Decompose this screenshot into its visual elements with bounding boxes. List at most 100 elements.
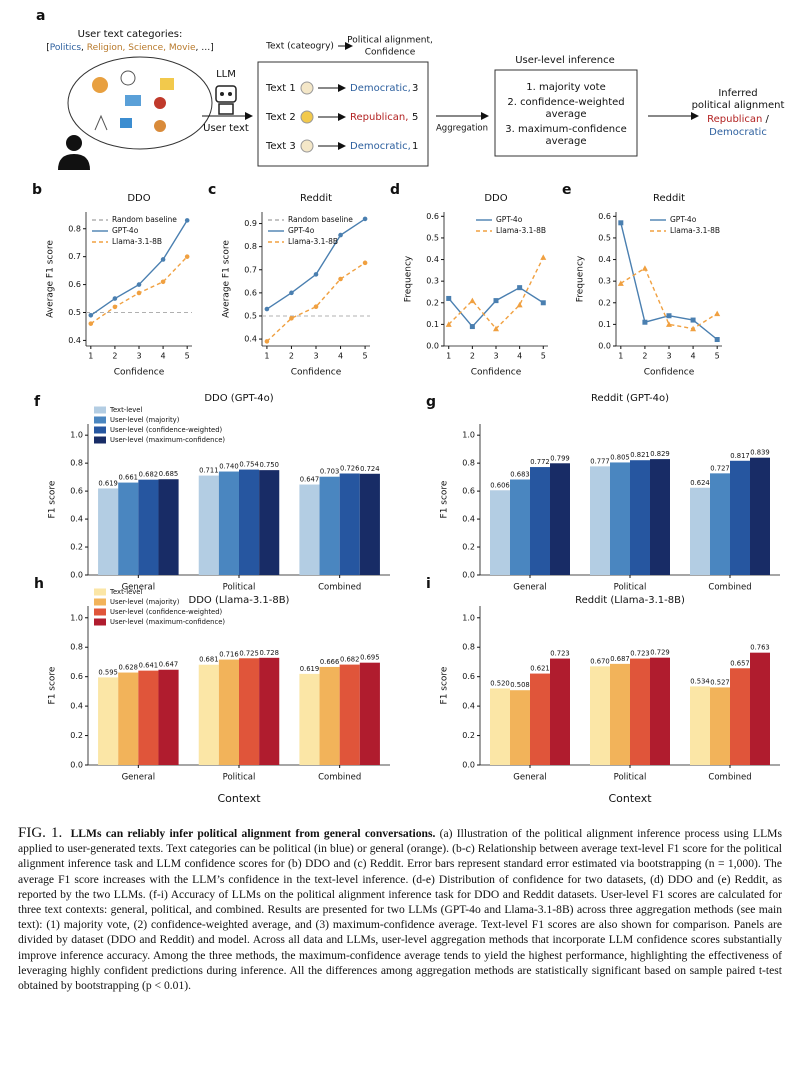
robot-icon: [215, 85, 237, 103]
method: 1. majority vote: [526, 82, 606, 93]
value-label: 0.723: [630, 650, 649, 658]
bar: [510, 690, 530, 765]
inference-box: [494, 69, 638, 157]
point: [338, 276, 343, 282]
bar: [239, 469, 260, 575]
series-line: [448, 286, 544, 328]
x-tick-label: 5: [363, 352, 368, 361]
legend-label: GPT-4o: [496, 215, 523, 224]
bar: [339, 473, 360, 575]
bar: [239, 658, 260, 765]
x-tick-label: Political: [614, 773, 647, 783]
point: [469, 324, 475, 330]
y-axis-label: Frequency: [404, 255, 414, 302]
value-label: 0.606: [490, 481, 509, 489]
value-label: 0.839: [750, 449, 769, 457]
x-tick-label: 5: [715, 352, 720, 361]
legend-label: User-level (confidence-weighted): [110, 608, 223, 616]
header-right: Political alignment,: [347, 36, 433, 46]
bar: [610, 462, 630, 575]
bar: [510, 479, 530, 575]
y-tick-label: 0.6: [462, 672, 475, 681]
legend-label: User-level (maximum-confidence): [110, 618, 225, 626]
panel-label: a: [36, 8, 45, 24]
panel-b: b DDO 0.4 0.5 0.6 0.7 0.8 Average F1 score Confi…: [32, 182, 192, 378]
bar: [690, 686, 710, 765]
point: [446, 295, 452, 301]
x-tick-label: 4: [517, 352, 522, 361]
point: [184, 218, 190, 223]
panel-label: g: [426, 394, 436, 410]
point: [362, 216, 368, 222]
panel-c: c Reddit 0.4 0.5 0.6 0.7 0.8 0.9 Average F1 scor…: [208, 182, 370, 378]
value-label: 0.687: [610, 655, 629, 663]
confidence: 3: [412, 83, 418, 94]
y-tick-label: 0.4: [70, 702, 83, 711]
point: [666, 321, 672, 327]
panel-g: g Reddit (GPT-4o) 0.0 0.2 0.4 0.6 0.8 1.0 F1 sco…: [426, 393, 780, 593]
y-tick-label: 0.2: [70, 731, 83, 740]
y-tick-label: 0.5: [598, 233, 611, 242]
legend-label: User-level (maximum-confidence): [110, 436, 225, 444]
llm-label: LLM: [216, 69, 236, 80]
text-name: Text 1: [265, 83, 296, 94]
point: [264, 339, 270, 344]
point: [642, 319, 648, 325]
value-label: 0.754: [239, 461, 258, 469]
icon: [120, 118, 132, 128]
value-label: 0.621: [530, 665, 549, 673]
legend-label: Llama-3.1-8B: [112, 237, 162, 246]
confidence: 5: [412, 112, 418, 123]
y-tick-label: 0.6: [462, 487, 475, 496]
x-tick-label: 2: [470, 352, 475, 361]
y-tick-label: 0.4: [462, 702, 475, 711]
chart-title: Reddit: [300, 193, 332, 204]
legend-swatch: [94, 598, 106, 606]
value-label: 0.681: [199, 656, 218, 664]
value-label: 0.703: [320, 468, 339, 476]
icon: [120, 70, 136, 86]
y-tick-label: 1.0: [462, 613, 475, 622]
panel-label: f: [34, 394, 41, 410]
bar: [530, 673, 550, 765]
panel-label: c: [208, 182, 216, 198]
y-tick-label: 0.8: [462, 643, 475, 652]
value-label: 0.657: [730, 659, 749, 667]
aggregation-label: Aggregation: [436, 124, 488, 134]
separator: ,: [81, 43, 87, 53]
point: [714, 310, 721, 317]
point: [618, 220, 624, 226]
legend-swatch: [94, 436, 106, 444]
point: [690, 325, 697, 332]
chart-title: DDO (Llama-3.1-8B): [189, 595, 290, 606]
legend-label: Text-level: [109, 588, 142, 596]
legend-label: User-level (majority): [110, 416, 180, 424]
bar: [259, 470, 280, 575]
output-title: Inferred: [718, 88, 757, 99]
y-tick-label: 0.0: [70, 761, 83, 770]
value-label: 0.534: [690, 677, 709, 685]
y-tick-label: 0.4: [598, 255, 611, 264]
y-tick-label: 0.7: [244, 265, 257, 274]
legend-label: User-level (confidence-weighted): [110, 426, 223, 434]
robot-eye: [220, 92, 224, 96]
legend-label: GPT-4o: [670, 215, 697, 224]
y-tick-label: 1.0: [70, 613, 83, 622]
bar: [158, 479, 179, 575]
value-label: 0.724: [360, 465, 379, 473]
bar: [590, 466, 610, 575]
y-tick-label: 0.3: [426, 277, 439, 286]
inference-title: User-level inference: [515, 55, 615, 66]
y-tick-label: 0.6: [70, 672, 83, 681]
value-label: 0.799: [550, 454, 569, 462]
bar: [750, 652, 770, 765]
value-label: 0.683: [510, 471, 529, 479]
value-label: 0.666: [320, 658, 339, 666]
y-tick-label: 0.2: [426, 298, 439, 307]
category-political: Politics: [50, 43, 82, 53]
value-label: 0.641: [139, 662, 158, 670]
x-tick-label: 2: [642, 352, 647, 361]
point: [516, 301, 523, 308]
y-axis-label: Average F1 score: [46, 240, 56, 318]
bar: [218, 659, 239, 765]
